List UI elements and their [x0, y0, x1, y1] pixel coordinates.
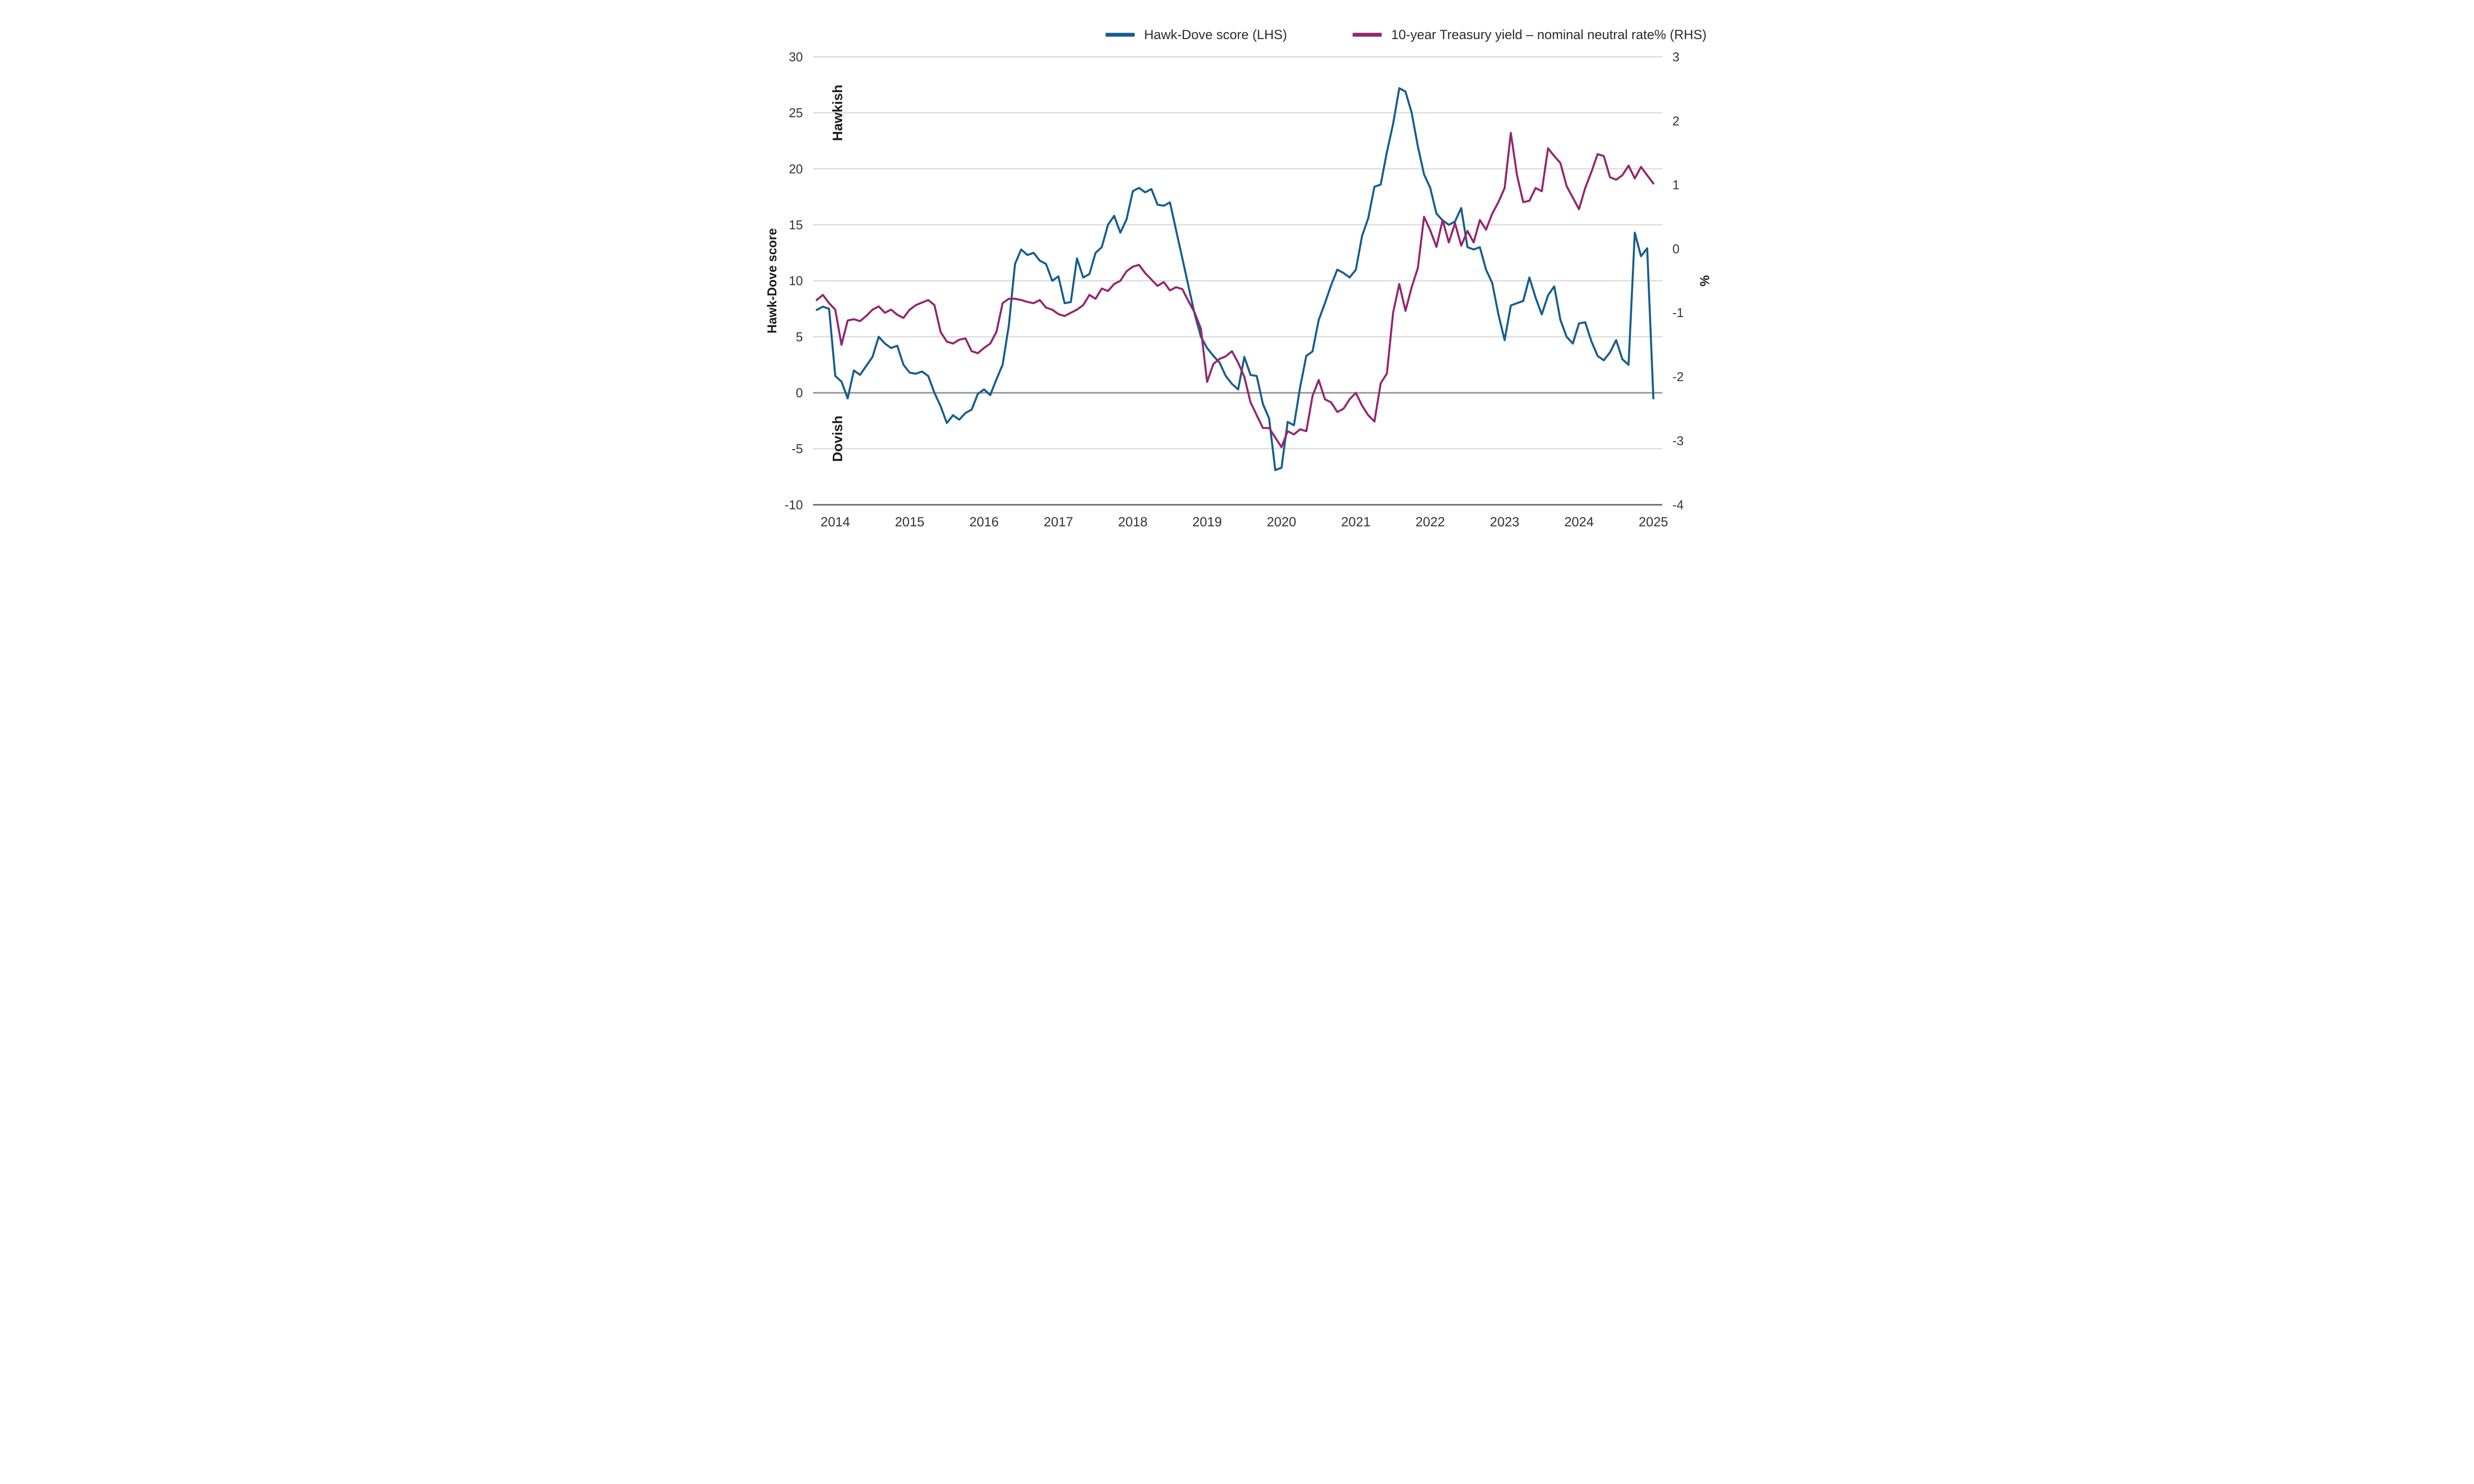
- legend-label-hawk-dove: Hawk-Dove score (LHS): [1144, 27, 1287, 42]
- right-axis-tick-label: -2: [1672, 371, 1684, 384]
- x-axis-tick-label: 2022: [1416, 514, 1445, 529]
- left-axis-tick-label: 30: [789, 50, 803, 64]
- annotation-hawkish: Hawkish: [830, 85, 845, 141]
- left-axis-tick-label: 25: [789, 106, 803, 120]
- left-axis-tick-label: -10: [785, 498, 803, 512]
- x-axis-tick-label: 2016: [969, 514, 999, 529]
- left-axis-tick-label: 20: [789, 162, 803, 176]
- series-line-treasury-yield: [815, 132, 1655, 448]
- x-axis-tick-label: 2021: [1341, 514, 1371, 529]
- left-axis-tick-label: 15: [789, 218, 803, 232]
- right-axis-tick-label: -4: [1672, 498, 1684, 512]
- x-axis-tick-label: 2019: [1192, 514, 1222, 529]
- series-line-hawk-dove: [815, 87, 1655, 471]
- right-axis-tick-label: -3: [1672, 434, 1684, 448]
- right-axis-title: %: [1697, 275, 1711, 286]
- right-axis-tick-label: 1: [1672, 179, 1679, 192]
- right-axis-tick-label: 0: [1672, 242, 1679, 256]
- x-axis-tick-label: 2020: [1267, 514, 1296, 529]
- x-axis-tick-label: 2018: [1118, 514, 1148, 529]
- chart-legend: Hawk-Dove score (LHS) 10-year Treasury y…: [1105, 27, 1707, 42]
- dual-axis-line-chart: Hawk-Dove score (LHS) 10-year Treasury y…: [765, 27, 1711, 529]
- legend-label-treasury-yield: 10-year Treasury yield – nominal neutral…: [1391, 27, 1707, 42]
- left-axis-tick-label: 0: [796, 386, 803, 400]
- chart-figure: Hawk-Dove score (LHS) 10-year Treasury y…: [742, 0, 1732, 557]
- x-axis-tick-label: 2025: [1639, 514, 1668, 529]
- x-axis-tick-label: 2024: [1564, 514, 1594, 529]
- right-axis-tick-label: 3: [1672, 50, 1679, 64]
- left-axis-tick-label: 5: [796, 330, 803, 344]
- right-axis-tick-label: 2: [1672, 114, 1679, 128]
- left-axis-title: Hawk-Dove score: [765, 228, 779, 333]
- x-axis-tick-label: 2023: [1490, 514, 1520, 529]
- right-axis-tick-label: -1: [1672, 306, 1684, 320]
- annotation-dovish: Dovish: [830, 416, 845, 462]
- left-axis-tick-label: 10: [789, 275, 803, 288]
- x-axis-tick-label: 2017: [1044, 514, 1073, 529]
- left-axis-tick-label: -5: [792, 442, 803, 456]
- x-axis-tick-label: 2015: [895, 514, 925, 529]
- x-axis-tick-label: 2014: [820, 514, 850, 529]
